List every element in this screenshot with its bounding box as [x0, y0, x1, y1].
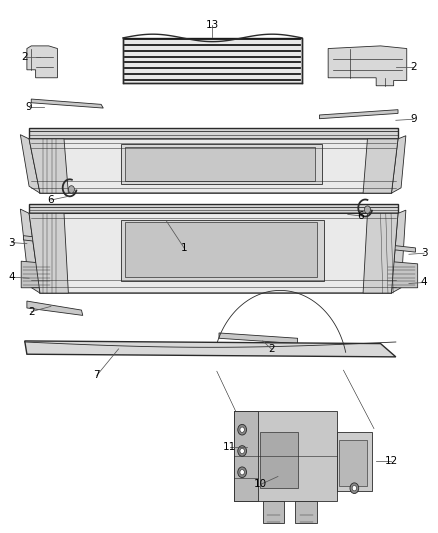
Polygon shape [328, 46, 407, 86]
Polygon shape [29, 128, 398, 139]
Polygon shape [219, 333, 297, 344]
Polygon shape [392, 136, 406, 193]
Circle shape [364, 206, 371, 213]
Polygon shape [123, 38, 302, 83]
Polygon shape [29, 213, 398, 293]
Text: 7: 7 [93, 370, 100, 381]
Text: 10: 10 [254, 480, 267, 489]
Text: 6: 6 [48, 195, 54, 205]
Polygon shape [263, 502, 285, 523]
Text: 12: 12 [385, 456, 398, 465]
Polygon shape [363, 213, 398, 293]
Polygon shape [234, 411, 337, 502]
Polygon shape [20, 209, 40, 293]
Text: 6: 6 [357, 211, 364, 221]
Polygon shape [23, 236, 46, 243]
Polygon shape [337, 432, 372, 491]
Polygon shape [25, 341, 396, 357]
Polygon shape [20, 135, 40, 193]
Polygon shape [27, 46, 57, 78]
Polygon shape [234, 411, 258, 502]
Text: 4: 4 [8, 272, 15, 282]
Text: 3: 3 [8, 238, 15, 247]
Circle shape [238, 446, 247, 456]
Text: 13: 13 [206, 20, 219, 30]
Polygon shape [29, 139, 398, 193]
Polygon shape [121, 220, 324, 281]
Text: 9: 9 [410, 114, 417, 124]
Polygon shape [363, 139, 398, 193]
Polygon shape [29, 139, 68, 193]
Circle shape [350, 483, 359, 494]
Circle shape [238, 424, 247, 435]
Polygon shape [31, 99, 103, 108]
Circle shape [240, 470, 244, 475]
Circle shape [240, 427, 244, 432]
Circle shape [352, 486, 357, 491]
Polygon shape [125, 222, 317, 277]
Text: 2: 2 [268, 344, 275, 354]
Polygon shape [319, 110, 398, 119]
Text: 4: 4 [421, 278, 427, 287]
Polygon shape [29, 204, 398, 213]
Circle shape [240, 448, 244, 454]
Polygon shape [261, 432, 297, 488]
Polygon shape [339, 440, 367, 486]
Text: 9: 9 [26, 102, 32, 112]
Text: 2: 2 [28, 306, 35, 317]
Polygon shape [386, 261, 418, 288]
Polygon shape [125, 148, 315, 181]
Circle shape [68, 185, 74, 193]
Polygon shape [121, 144, 321, 183]
Polygon shape [29, 213, 68, 293]
Text: 2: 2 [21, 52, 28, 61]
Polygon shape [392, 210, 406, 293]
Text: 3: 3 [421, 248, 427, 258]
Text: 1: 1 [181, 243, 187, 253]
Text: 11: 11 [223, 442, 237, 452]
Polygon shape [27, 301, 83, 316]
Text: 2: 2 [410, 62, 417, 72]
Polygon shape [21, 261, 53, 288]
Circle shape [238, 467, 247, 478]
Polygon shape [392, 245, 416, 252]
Polygon shape [295, 502, 317, 523]
